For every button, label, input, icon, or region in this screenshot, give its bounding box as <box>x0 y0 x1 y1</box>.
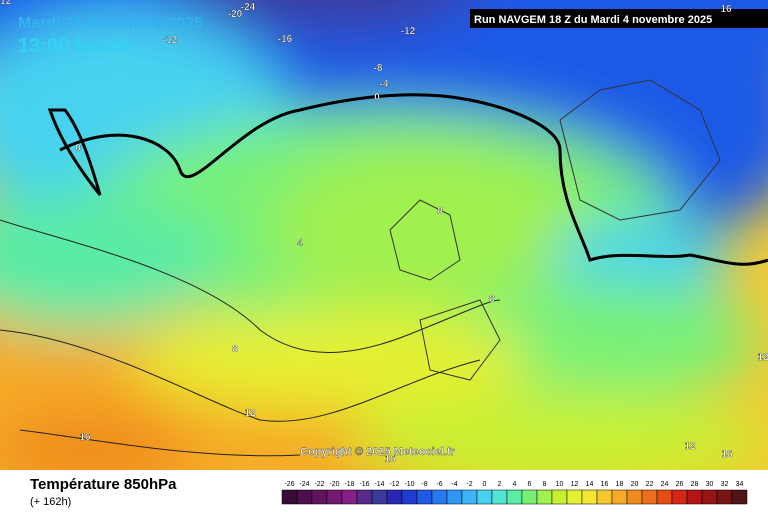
legend-tick-label: -6 <box>436 481 442 488</box>
legend-tick-label: 6 <box>528 481 532 488</box>
color-legend: -26 -24 -22 -20 -18 -16 -14 -12 -10 -8 -6 -4 -2 0 2 4 6 8… <box>281 481 748 505</box>
legend-swatch <box>476 489 493 505</box>
contour-label: -20 <box>228 9 243 20</box>
date: Mardi 11 novembre 2025 <box>18 15 203 32</box>
contour-label: -12 <box>163 35 178 46</box>
contour-label: -24 <box>241 2 256 13</box>
legend-tick-label: 10 <box>556 481 564 488</box>
legend-tick-label: -10 <box>404 481 414 488</box>
legend-swatch <box>626 489 643 505</box>
legend-tick-label: -22 <box>314 481 324 488</box>
contour-label: 0 <box>374 92 380 103</box>
contour-label: 16 <box>384 454 396 465</box>
legend-tick-label: -16 <box>359 481 369 488</box>
time: 13:00 locale <box>18 35 131 57</box>
legend-tick-label: -14 <box>374 481 384 488</box>
legend-swatch <box>731 489 748 505</box>
contour-label: 12 <box>757 352 768 363</box>
contour-label: 16 <box>720 4 732 15</box>
legend-swatch <box>656 489 673 505</box>
legend-swatch <box>551 489 568 505</box>
legend-tick-label: -12 <box>389 481 399 488</box>
contour-label: 16 <box>721 449 733 460</box>
copyright: Copyright © 2025 Meteociel.fr <box>300 446 456 458</box>
contour-labels: -24-20-16-12-12-12-8-4004888121212161616… <box>0 0 768 465</box>
legend-swatch <box>281 489 298 505</box>
legend-tick-label: 20 <box>631 481 639 488</box>
legend-swatch <box>521 489 538 505</box>
contour-label: 12 <box>684 441 696 452</box>
contour-label: -12 <box>0 0 12 7</box>
legend-swatch <box>641 489 658 505</box>
legend-tick-label: -26 <box>284 481 294 488</box>
legend-swatch <box>446 489 463 505</box>
contour-label: 12 <box>244 408 256 419</box>
contour-label: 8 <box>232 344 238 355</box>
legend-swatch <box>431 489 448 505</box>
contour-label: 4 <box>297 238 303 249</box>
legend-tick-label: 28 <box>691 481 699 488</box>
legend-swatch <box>581 489 598 505</box>
run-info: Run NAVGEM 18 Z du Mardi 4 novembre 2025 <box>474 14 712 26</box>
legend-swatch <box>326 489 343 505</box>
legend-tick-label: 0 <box>483 481 487 488</box>
legend-tick-label: 8 <box>543 481 547 488</box>
legend-swatch <box>356 489 373 505</box>
legend-swatch <box>371 489 388 505</box>
legend-swatch <box>701 489 718 505</box>
contour-label: 0 <box>75 143 81 154</box>
legend-tick-label: 18 <box>616 481 624 488</box>
legend-swatch <box>596 489 613 505</box>
legend-tick-label: -24 <box>299 481 309 488</box>
legend-swatch <box>536 489 553 505</box>
contour-label: -16 <box>278 34 293 45</box>
legend-swatch <box>461 489 478 505</box>
legend-tick-label: 16 <box>601 481 609 488</box>
legend-tick-label: -18 <box>344 481 354 488</box>
legend-swatch <box>611 489 628 505</box>
legend-tick-label: -2 <box>466 481 472 488</box>
legend-swatch <box>296 489 313 505</box>
legend-tick-label: 26 <box>676 481 684 488</box>
legend-swatch <box>341 489 358 505</box>
legend-tick-label: 24 <box>661 481 669 488</box>
legend-tick-label: 30 <box>706 481 714 488</box>
legend-tick-label: 2 <box>498 481 502 488</box>
legend-swatch <box>566 489 583 505</box>
legend-tick-label: -4 <box>451 481 457 488</box>
contour-label: -8 <box>374 63 383 74</box>
contour-label: -4 <box>380 79 389 90</box>
footer-title: Température 850hPa <box>30 476 177 493</box>
legend-swatch <box>386 489 403 505</box>
footer-lead: (+ 162h) <box>30 496 71 508</box>
contour-label: 8 <box>437 206 443 217</box>
legend-swatch <box>686 489 703 505</box>
legend-tick-label: 34 <box>736 481 744 488</box>
legend-swatch <box>506 489 523 505</box>
legend-swatch <box>416 489 433 505</box>
legend-swatch <box>311 489 328 505</box>
legend-swatch <box>491 489 508 505</box>
contour-label: 8 <box>489 294 495 305</box>
contour-label: -12 <box>401 26 416 37</box>
legend-tick-label: 4 <box>513 481 517 488</box>
run-box <box>470 9 768 28</box>
legend-swatch <box>401 489 418 505</box>
legend-tick-label: 32 <box>721 481 729 488</box>
contour-label: 16 <box>79 432 91 443</box>
legend-tick-label: 12 <box>571 481 579 488</box>
legend-tick-label: 14 <box>586 481 594 488</box>
legend-swatch <box>671 489 688 505</box>
legend-tick-label: -8 <box>421 481 427 488</box>
legend-swatch <box>716 489 733 505</box>
legend-tick-label: -20 <box>329 481 339 488</box>
legend-tick-label: 22 <box>646 481 654 488</box>
